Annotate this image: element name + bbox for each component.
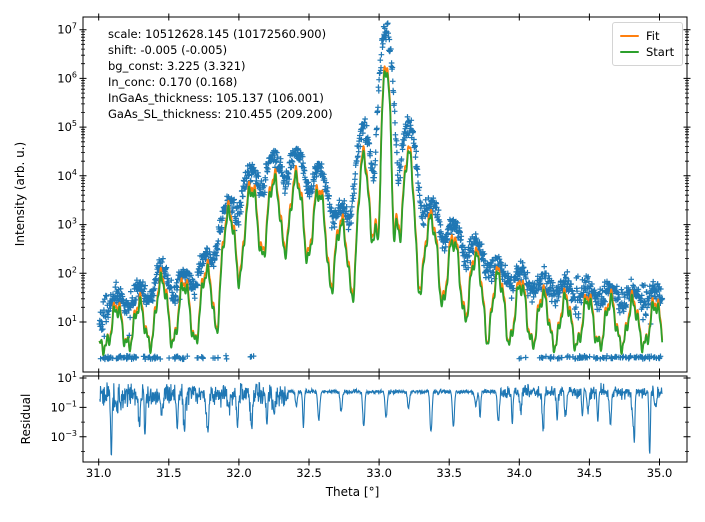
- svg-text:103: 103: [57, 217, 77, 232]
- svg-text:31.0: 31.0: [86, 466, 112, 480]
- svg-text:33.5: 33.5: [436, 466, 462, 480]
- svg-text:31.5: 31.5: [156, 466, 182, 480]
- svg-text:101: 101: [57, 314, 77, 329]
- svg-text:105: 105: [57, 119, 77, 134]
- svg-text:10−1: 10−1: [51, 399, 77, 414]
- svg-text:101: 101: [57, 370, 77, 385]
- svg-text:10−3: 10−3: [51, 429, 77, 444]
- svg-text:104: 104: [57, 168, 77, 183]
- svg-text:35.0: 35.0: [647, 466, 673, 480]
- svg-text:34.5: 34.5: [577, 466, 603, 480]
- svg-text:107: 107: [57, 22, 77, 37]
- svg-text:33.0: 33.0: [366, 466, 392, 480]
- svg-text:32.5: 32.5: [296, 466, 322, 480]
- svg-text:106: 106: [57, 70, 77, 85]
- svg-text:32.0: 32.0: [226, 466, 252, 480]
- svg-text:34.0: 34.0: [506, 466, 532, 480]
- svg-text:102: 102: [57, 265, 77, 280]
